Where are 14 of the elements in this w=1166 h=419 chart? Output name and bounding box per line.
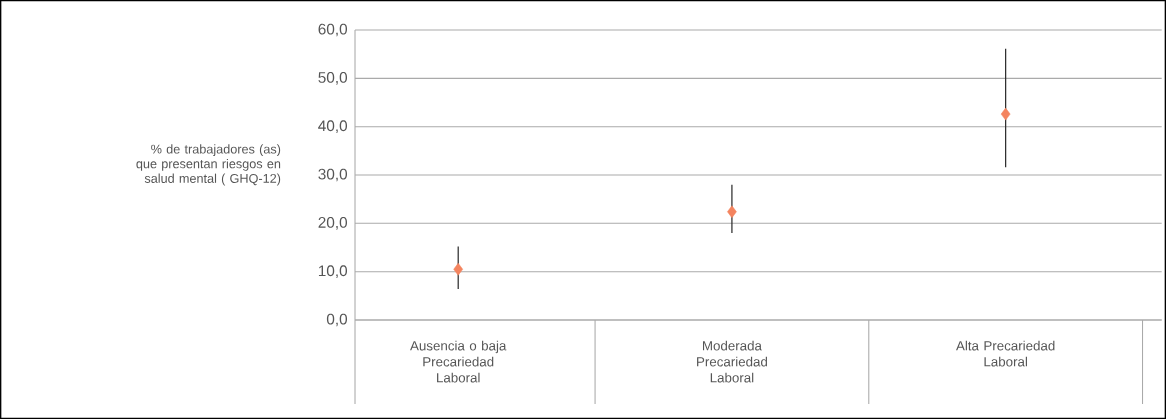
y-tick-label: 20,0: [318, 217, 348, 230]
x-tick-label: Alta Precariedad Laboral: [956, 340, 1055, 367]
y-tick-label: 10,0: [318, 265, 348, 279]
point: [727, 205, 737, 219]
x-tick-label: Ausencia o baja Precariedad Laboral: [410, 340, 507, 383]
y-tick-label: 0,0: [326, 313, 348, 327]
y-tick-label: 40,0: [318, 120, 348, 134]
y-tick-label: 50,0: [318, 72, 348, 85]
y-tick-label: 30,0: [318, 168, 348, 182]
point: [453, 262, 463, 276]
point: [1000, 107, 1011, 121]
y-tick-label: 60,0: [318, 23, 348, 37]
x-tick-label: Moderada Precariedad Laboral: [697, 340, 768, 383]
y-axis-title: % de trabajadores (as) que presentan riesgos en salud mental ( GHQ-12): [136, 144, 281, 186]
